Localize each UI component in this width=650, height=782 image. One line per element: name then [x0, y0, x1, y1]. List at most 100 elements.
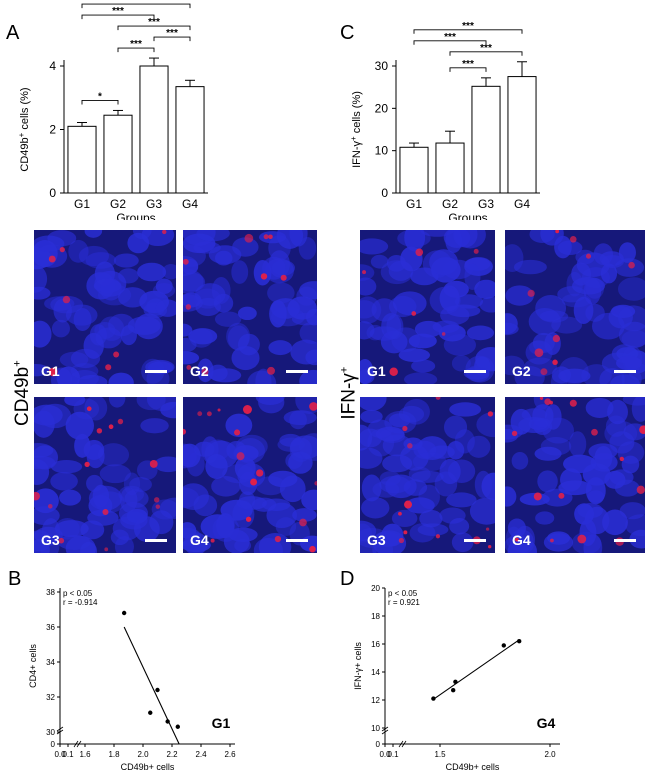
x-tick-label: 1.6	[79, 750, 91, 759]
nucleus	[214, 311, 242, 327]
nucleus	[34, 235, 65, 252]
red-signal	[550, 538, 554, 543]
x-tick-label: G4	[182, 197, 198, 211]
significance-label: ***	[462, 59, 474, 70]
nucleus	[585, 397, 614, 418]
significance-label: ***	[444, 32, 456, 43]
red-signal	[441, 332, 446, 336]
scale-bar	[614, 539, 636, 542]
regression-line	[123, 626, 180, 745]
nucleus	[370, 254, 389, 269]
significance-bracket	[81, 14, 155, 20]
y-tick-label: 0	[51, 740, 56, 749]
red-signal	[59, 247, 65, 253]
y-tick-label: 4	[49, 59, 56, 73]
micrograph-texture	[34, 230, 176, 384]
nucleus	[288, 451, 313, 474]
x-tick-label: 0.1	[387, 750, 399, 759]
red-signal	[485, 527, 490, 531]
nucleus	[593, 243, 614, 266]
nucleus	[360, 409, 383, 424]
micrograph-ifn-g4: G4	[505, 397, 645, 553]
scatter-chart-ifn: 0.00.1 1.5 2.0 0 10 12 14 16 18 20 p < 0.05r = 0.9…	[353, 584, 560, 772]
nucleus	[34, 404, 63, 426]
y-axis-label-sup: +	[17, 132, 26, 137]
red-signal	[534, 348, 544, 358]
significance-label: ***	[462, 21, 474, 32]
nucleus	[183, 272, 206, 292]
y-tick-label: 14	[371, 668, 380, 677]
x-tick-label: 2.0	[544, 750, 556, 759]
y-tick-label: 30	[375, 59, 389, 73]
red-signal	[108, 424, 114, 430]
nucleus	[270, 298, 300, 319]
group-label: G4	[537, 715, 556, 731]
red-signal	[117, 418, 124, 425]
red-signal	[569, 399, 577, 407]
nucleus	[451, 355, 471, 372]
nucleus	[591, 312, 625, 340]
x-tick-label: 0.1	[62, 750, 74, 759]
nucleus	[211, 476, 241, 497]
nucleus	[439, 458, 461, 485]
red-signal	[435, 534, 441, 539]
nucleus	[469, 497, 495, 525]
nucleus	[85, 252, 117, 269]
nucleus	[594, 446, 613, 470]
y-tick-label: 20	[375, 101, 389, 115]
nucleus	[443, 334, 476, 356]
nucleus	[411, 470, 444, 483]
nucleus	[87, 509, 119, 526]
nucleus	[514, 366, 545, 384]
nucleus	[133, 516, 160, 542]
y-tick-label: 32	[46, 693, 55, 702]
red-signal	[102, 509, 109, 516]
x-tick-label: 0.0	[54, 750, 66, 759]
nucleus	[299, 369, 317, 384]
nucleus	[398, 348, 430, 363]
nucleus	[137, 262, 167, 282]
x-tick-label: G1	[74, 197, 90, 211]
bar	[471, 85, 501, 194]
bar	[175, 86, 205, 194]
red-signal	[185, 304, 192, 310]
bar	[67, 125, 97, 194]
nucleus	[604, 470, 626, 489]
nucleus	[464, 263, 481, 291]
nucleus	[114, 535, 134, 553]
red-signal	[260, 273, 268, 280]
scale-bar	[286, 370, 308, 373]
annotation-p: p < 0.05	[388, 589, 418, 598]
nucleus	[305, 349, 317, 366]
red-signal	[274, 535, 282, 543]
nucleus	[83, 332, 104, 359]
nucleus	[360, 369, 375, 384]
data-point	[517, 639, 522, 644]
red-signal	[96, 428, 103, 434]
nucleus	[155, 299, 176, 317]
red-signal	[154, 497, 160, 503]
nucleus	[617, 277, 645, 301]
red-signal	[415, 248, 424, 257]
x-tick-label: 2.4	[195, 750, 207, 759]
nucleus	[614, 258, 645, 277]
nucleus	[481, 472, 495, 501]
y-tick-label: 0	[381, 186, 388, 200]
nucleus	[289, 230, 308, 247]
nucleus	[397, 230, 431, 248]
nucleus	[505, 244, 524, 273]
nucleus	[410, 267, 439, 286]
red-signal	[48, 367, 58, 377]
nucleus	[275, 517, 297, 536]
nucleus	[418, 484, 440, 510]
red-signal	[585, 253, 592, 259]
red-signal	[267, 366, 275, 375]
annotation-r: r = -0.914	[63, 598, 98, 607]
data-point	[451, 688, 456, 693]
nucleus	[534, 446, 562, 461]
nucleus	[392, 291, 427, 316]
nucleus	[193, 441, 215, 457]
nucleus	[429, 445, 455, 459]
micrograph-cd49b-g3: G3	[34, 397, 176, 553]
nucleus	[375, 426, 405, 442]
